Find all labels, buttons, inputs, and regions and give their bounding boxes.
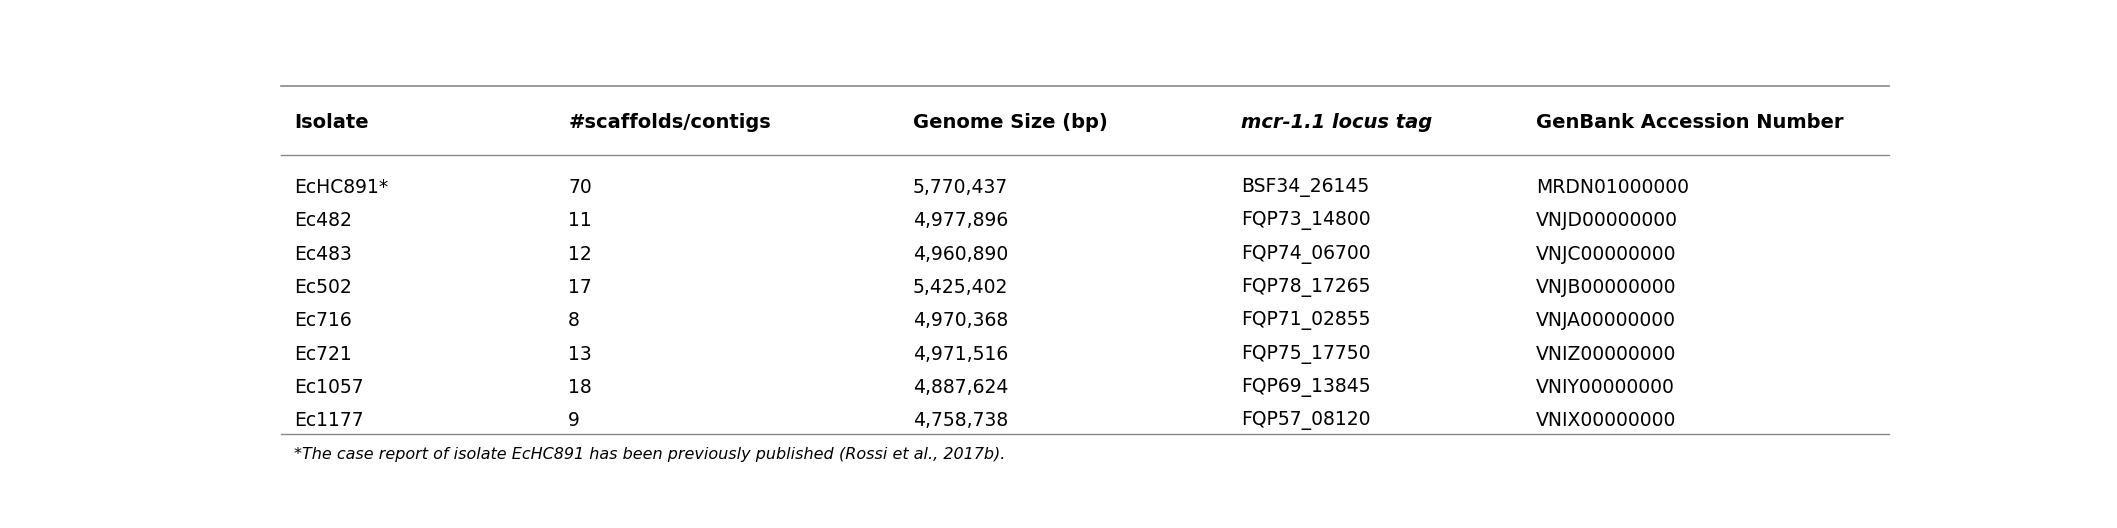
Text: 11: 11	[567, 211, 593, 230]
Text: GenBank Accession Number: GenBank Accession Number	[1537, 113, 1844, 132]
Text: Ec1177: Ec1177	[294, 411, 364, 430]
Text: FQP71_02855: FQP71_02855	[1241, 311, 1370, 330]
Text: FQP78_17265: FQP78_17265	[1241, 278, 1370, 297]
Text: VNJC00000000: VNJC00000000	[1537, 244, 1677, 263]
Text: Ec482: Ec482	[294, 211, 351, 230]
Text: 4,970,368: 4,970,368	[912, 311, 1008, 330]
Text: Ec483: Ec483	[294, 244, 351, 263]
Text: 5,770,437: 5,770,437	[912, 178, 1008, 197]
Text: FQP73_14800: FQP73_14800	[1241, 211, 1370, 230]
Text: 4,977,896: 4,977,896	[912, 211, 1008, 230]
Text: 4,971,516: 4,971,516	[912, 345, 1008, 364]
Text: VNJA00000000: VNJA00000000	[1537, 311, 1677, 330]
Text: VNIY00000000: VNIY00000000	[1537, 378, 1675, 397]
Text: Ec716: Ec716	[294, 311, 351, 330]
Text: *The case report of isolate EcHC891 has been previously published: *The case report of isolate EcHC891 has …	[294, 447, 838, 462]
Text: FQP75_17750: FQP75_17750	[1241, 345, 1370, 364]
Text: FQP57_08120: FQP57_08120	[1241, 411, 1370, 430]
Text: VNIZ00000000: VNIZ00000000	[1537, 345, 1677, 364]
Text: 70: 70	[567, 178, 593, 197]
Text: VNJD00000000: VNJD00000000	[1537, 211, 1679, 230]
Text: 4,887,624: 4,887,624	[912, 378, 1008, 397]
Text: MRDN01000000: MRDN01000000	[1537, 178, 1689, 197]
Text: EcHC891*: EcHC891*	[294, 178, 387, 197]
Text: 12: 12	[567, 244, 593, 263]
Text: Isolate: Isolate	[294, 113, 368, 132]
Text: Ec502: Ec502	[294, 278, 351, 297]
Text: (Rossi et al., 2017b).: (Rossi et al., 2017b).	[838, 447, 1006, 462]
Text: 17: 17	[567, 278, 593, 297]
Text: 9: 9	[567, 411, 580, 430]
Text: Ec721: Ec721	[294, 345, 351, 364]
Text: #scaffolds/contigs: #scaffolds/contigs	[567, 113, 771, 132]
Text: FQP69_13845: FQP69_13845	[1241, 378, 1370, 397]
Text: mcr-1.1 locus tag: mcr-1.1 locus tag	[1241, 113, 1431, 132]
Text: 4,758,738: 4,758,738	[912, 411, 1008, 430]
Text: VNIX00000000: VNIX00000000	[1537, 411, 1677, 430]
Text: 13: 13	[567, 345, 593, 364]
Text: Ec1057: Ec1057	[294, 378, 364, 397]
Text: 18: 18	[567, 378, 593, 397]
Text: 4,960,890: 4,960,890	[912, 244, 1008, 263]
Text: BSF34_26145: BSF34_26145	[1241, 178, 1370, 197]
Text: VNJB00000000: VNJB00000000	[1537, 278, 1677, 297]
Text: Genome Size (bp): Genome Size (bp)	[912, 113, 1107, 132]
Text: 5,425,402: 5,425,402	[912, 278, 1008, 297]
Text: FQP74_06700: FQP74_06700	[1241, 244, 1370, 263]
Text: 8: 8	[567, 311, 580, 330]
